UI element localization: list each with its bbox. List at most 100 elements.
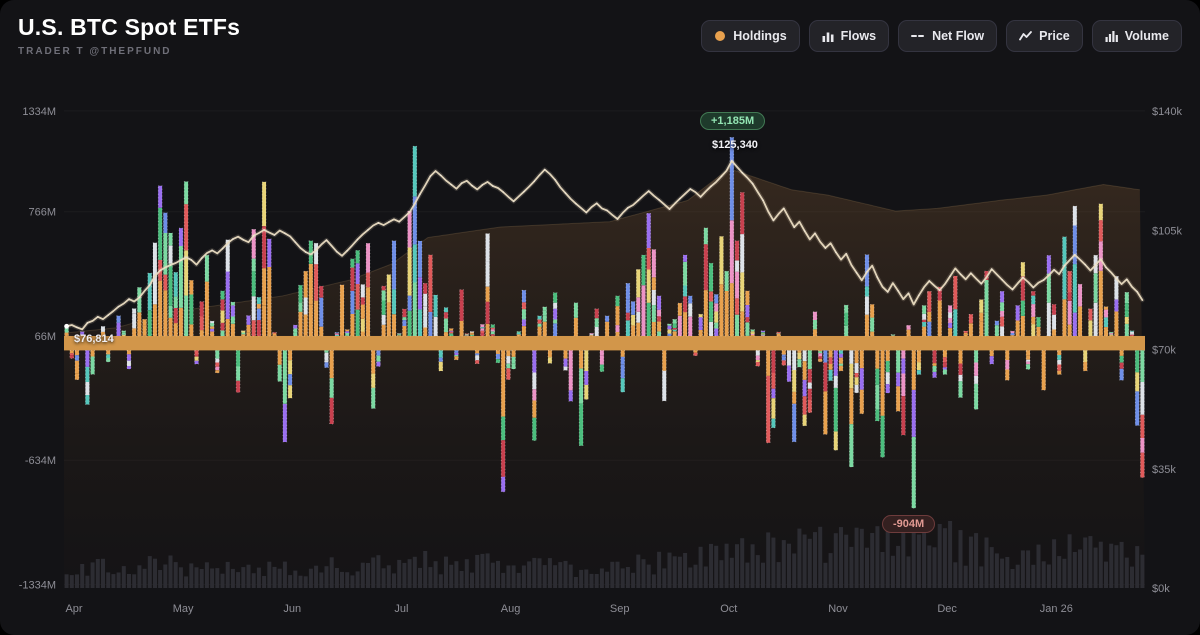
flow-bar-segment xyxy=(345,329,350,332)
flow-bar-segment xyxy=(1000,291,1005,303)
price-dot xyxy=(367,229,369,231)
price-toggle-button[interactable]: Price xyxy=(1006,20,1083,52)
flow-bar-segment xyxy=(522,309,526,320)
flows-toggle-button[interactable]: Flows xyxy=(808,20,890,52)
flow-bar-segment xyxy=(147,310,152,336)
volume-bar xyxy=(236,572,241,588)
flow-bar-segment xyxy=(360,304,365,319)
flow-bar-outline xyxy=(641,254,646,337)
volume-bar xyxy=(755,555,760,588)
price-dot xyxy=(346,249,349,252)
volume-bar xyxy=(345,572,350,588)
flow-bar-segment xyxy=(210,328,215,332)
flow-bar-segment xyxy=(901,415,906,435)
flow-bar-segment xyxy=(501,350,506,381)
flow-bar-outline xyxy=(1062,236,1067,337)
flow-bar-segment xyxy=(532,389,537,401)
volume-bar xyxy=(293,570,298,588)
flow-bar-segment xyxy=(553,308,558,320)
flow-bar-segment xyxy=(984,271,989,280)
flow-bar-segment xyxy=(823,350,828,363)
flow-bar-segment xyxy=(158,185,163,208)
flow-bar-outline xyxy=(968,313,974,337)
flow-bar-segment xyxy=(1114,276,1119,300)
volume-bar xyxy=(407,559,412,588)
flow-bar-segment xyxy=(709,291,713,302)
x-tick-label: Oct xyxy=(720,603,737,615)
volume-bar xyxy=(392,573,396,588)
netflow-toggle-button[interactable]: Net Flow xyxy=(898,20,998,52)
flow-bar-outline xyxy=(854,350,859,394)
volume-bar xyxy=(475,554,480,588)
flow-bar-segment xyxy=(142,325,147,336)
flow-bar-segment xyxy=(454,355,459,357)
flow-bar-segment xyxy=(360,331,365,336)
flow-bar-segment xyxy=(433,295,438,317)
volume-bar xyxy=(101,558,105,588)
volume-bar xyxy=(953,562,958,588)
flow-bar-segment xyxy=(506,356,511,364)
y-left-tick-label: 1334M xyxy=(22,106,56,118)
flow-bar-segment xyxy=(865,286,869,297)
volume-toggle-button[interactable]: Volume xyxy=(1091,20,1182,52)
volume-bar xyxy=(547,558,552,588)
volume-bar xyxy=(464,559,469,588)
volume-bar xyxy=(1015,564,1020,588)
flow-bar-segment xyxy=(350,314,355,336)
holdings-toggle-button[interactable]: Holdings xyxy=(701,20,800,52)
flow-bar-segment xyxy=(438,350,443,358)
flow-bar-segment xyxy=(906,325,911,330)
volume-bar xyxy=(1109,543,1114,588)
flow-bar-segment xyxy=(942,369,947,375)
flow-bar-segment xyxy=(407,310,412,336)
price-dot xyxy=(1115,277,1118,280)
flow-bar-outline xyxy=(1036,316,1041,337)
volume-bar xyxy=(256,567,261,588)
flow-bar-segment xyxy=(922,326,927,336)
flow-bar-outline xyxy=(584,350,589,400)
flow-bar-outline xyxy=(506,350,511,380)
price-dot xyxy=(1105,266,1107,269)
flow-bar-segment xyxy=(1114,299,1119,312)
flow-bar-segment xyxy=(958,374,963,382)
price-dot xyxy=(304,251,307,253)
flow-bar-segment xyxy=(423,327,428,336)
volume-bar xyxy=(194,567,199,588)
flow-bar-segment xyxy=(106,354,111,358)
price-dot xyxy=(294,241,297,244)
flow-bar-segment xyxy=(256,320,261,336)
volume-bar xyxy=(636,554,641,588)
flow-bar-segment xyxy=(880,415,885,458)
price-dot xyxy=(772,219,775,222)
page-subtitle: TRADER T @THEPFUND xyxy=(18,46,172,57)
flow-bar-segment xyxy=(506,372,511,380)
flow-bar-outline xyxy=(745,290,750,337)
flow-bar-segment xyxy=(651,322,656,336)
flow-bar-outline xyxy=(817,350,823,363)
volume-bar xyxy=(459,571,464,588)
flow-bar-segment xyxy=(392,289,396,315)
price-dot xyxy=(720,175,723,178)
flow-bar-segment xyxy=(859,389,864,414)
flow-bar-outline xyxy=(1041,350,1046,391)
flow-bar-segment xyxy=(989,356,994,364)
volume-bar xyxy=(594,574,599,588)
flow-bar-segment xyxy=(412,282,417,336)
price-dot xyxy=(959,273,962,276)
flow-bar-outline xyxy=(267,238,272,337)
flow-bar-outline xyxy=(937,286,942,337)
flow-bar-segment xyxy=(823,391,828,435)
flow-bar-segment xyxy=(168,245,173,264)
flow-bar-outline xyxy=(126,350,132,370)
flow-bar-segment xyxy=(376,355,381,362)
price-dot xyxy=(460,182,463,185)
flow-bar-outline xyxy=(563,350,568,371)
flow-bar-segment xyxy=(698,326,703,330)
flow-bar-segment xyxy=(750,332,755,335)
volume-bar xyxy=(386,565,391,588)
flow-bar-segment xyxy=(776,333,781,334)
flow-bar-segment xyxy=(1072,225,1077,265)
flow-bar-outline xyxy=(246,315,251,337)
price-dot xyxy=(1022,276,1024,279)
